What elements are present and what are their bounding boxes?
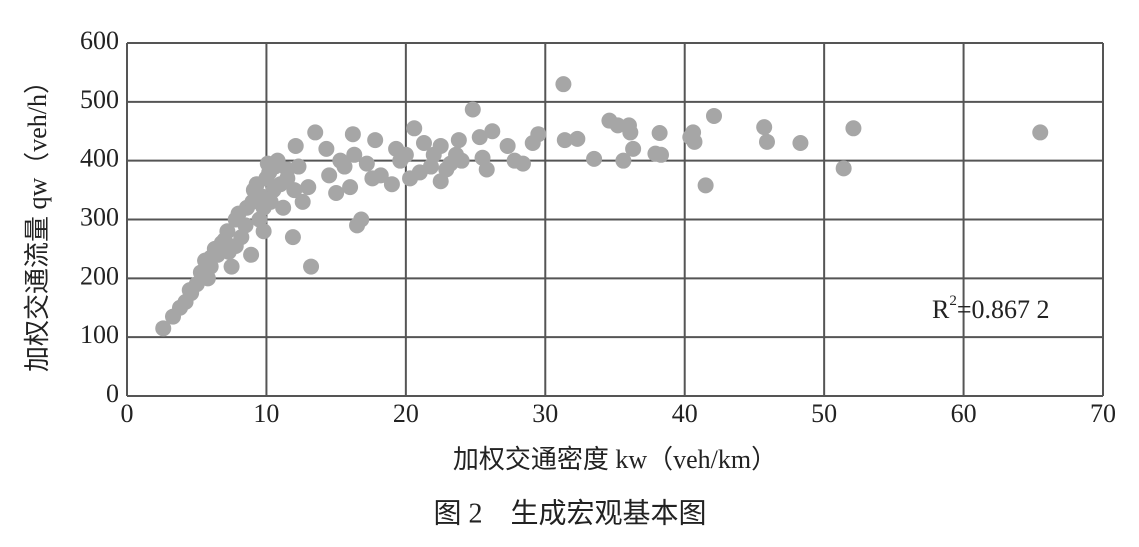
x-tick-label: 10 <box>253 399 279 428</box>
point <box>569 130 586 147</box>
point <box>275 199 292 216</box>
point <box>255 199 272 216</box>
point <box>279 161 296 178</box>
point <box>609 117 626 134</box>
point <box>358 155 375 172</box>
point <box>230 205 247 222</box>
point <box>318 140 335 157</box>
point <box>202 249 219 266</box>
point <box>705 107 722 124</box>
point <box>514 155 531 172</box>
point <box>397 146 414 163</box>
point <box>615 152 632 169</box>
annotation-rest: =0.867 2 <box>957 295 1050 324</box>
point <box>258 170 275 187</box>
point <box>555 76 572 93</box>
point <box>342 179 359 196</box>
x-tick-label: 0 <box>121 399 134 428</box>
point <box>499 137 516 154</box>
point <box>353 211 370 228</box>
point <box>484 123 501 140</box>
point <box>835 160 852 177</box>
point <box>478 161 495 178</box>
point <box>243 246 260 263</box>
point <box>415 135 432 152</box>
point <box>1032 124 1049 141</box>
point <box>453 152 470 169</box>
point <box>300 179 317 196</box>
point <box>464 101 481 118</box>
point <box>321 167 338 184</box>
point <box>255 223 272 240</box>
x-tick-label: 60 <box>951 399 977 428</box>
point <box>294 193 311 210</box>
point <box>223 258 240 275</box>
point <box>155 320 172 337</box>
point <box>845 120 862 137</box>
point <box>237 217 254 234</box>
point <box>303 258 320 275</box>
point <box>450 132 467 149</box>
point <box>284 229 301 246</box>
x-tick-label: 70 <box>1090 399 1116 428</box>
point <box>622 124 639 141</box>
point <box>432 137 449 154</box>
point <box>556 132 573 149</box>
point <box>367 132 384 149</box>
y-tick-label: 200 <box>80 261 119 290</box>
point <box>697 177 714 194</box>
point <box>372 167 389 184</box>
x-tick-label: 50 <box>811 399 837 428</box>
y-tick-label: 600 <box>80 26 119 55</box>
y-tick-label: 300 <box>80 202 119 231</box>
point <box>756 119 773 136</box>
point <box>686 133 703 150</box>
point <box>383 176 400 193</box>
caption: 图 2 生成宏观基本图 <box>433 497 706 529</box>
x-tick-label: 20 <box>393 399 419 428</box>
y-tick-label: 100 <box>80 320 119 349</box>
point <box>328 185 345 202</box>
y-axis-label: 加权交通流量 qw（veh/h） <box>23 68 52 372</box>
annotation: R2=0.867 2 <box>932 293 1050 324</box>
point <box>586 150 603 167</box>
annotation-sup: 2 <box>949 293 957 309</box>
y-tick-label: 500 <box>80 85 119 114</box>
point <box>199 270 216 287</box>
point <box>653 146 670 163</box>
point <box>181 282 198 299</box>
point <box>220 243 237 260</box>
x-axis-label: 加权交通密度 kw（veh/km） <box>453 445 777 474</box>
point <box>758 133 775 150</box>
point <box>406 120 423 137</box>
point <box>272 176 289 193</box>
point <box>346 146 363 163</box>
point <box>530 126 547 143</box>
y-tick-label: 400 <box>80 144 119 173</box>
point <box>307 124 324 141</box>
point <box>792 135 809 152</box>
point <box>259 155 276 172</box>
annotation-base: R <box>932 295 950 324</box>
x-tick-label: 40 <box>672 399 698 428</box>
point <box>651 125 668 142</box>
point <box>336 158 353 175</box>
point <box>344 126 361 143</box>
point <box>286 182 303 199</box>
point <box>287 137 304 154</box>
x-tick-label: 30 <box>532 399 558 428</box>
y-tick-label: 0 <box>106 379 119 408</box>
point <box>471 129 488 146</box>
point <box>625 140 642 157</box>
